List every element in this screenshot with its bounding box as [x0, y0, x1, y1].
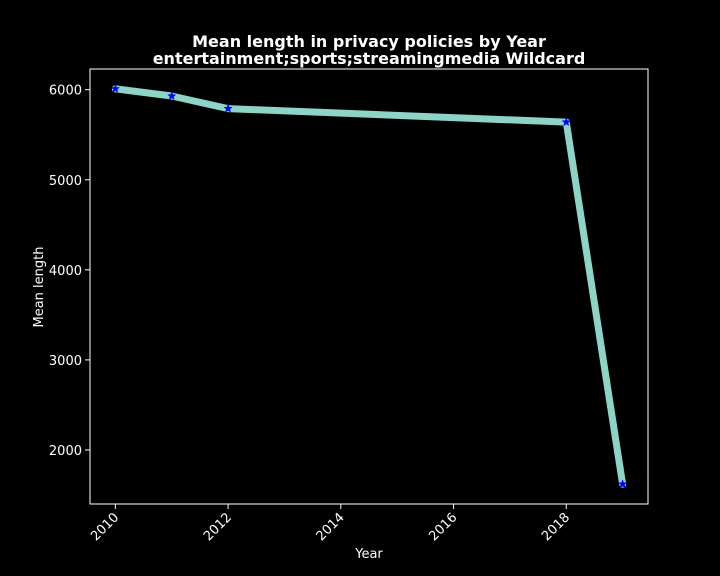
y-axis-label: Mean length — [32, 247, 47, 328]
data-point-marker — [617, 479, 628, 489]
x-tick-label: 2014 — [314, 510, 348, 544]
x-tick-label: 2010 — [88, 510, 122, 544]
y-tick-label: 5000 — [49, 174, 82, 189]
data-point-marker — [223, 103, 233, 113]
x-tick-label: 2018 — [539, 510, 573, 544]
x-axis-label: Year — [354, 547, 383, 562]
series-layer — [110, 83, 628, 489]
data-point-marker — [561, 117, 571, 127]
x-axis: 2010 2012 2014 2016 2018 — [88, 504, 573, 544]
y-tick-label: 3000 — [49, 354, 82, 369]
y-tick-label: 2000 — [49, 444, 82, 459]
data-point-marker — [110, 83, 121, 93]
data-point-marker — [167, 91, 177, 100]
y-axis: 2000 3000 4000 5000 6000 — [49, 84, 90, 459]
series-line — [111, 85, 627, 488]
plot-frame — [89, 68, 649, 505]
y-tick-label: 4000 — [49, 264, 82, 279]
x-tick-label: 2012 — [201, 510, 235, 544]
chart-title: Mean length in privacy policies by Year — [192, 32, 546, 51]
y-tick-label: 6000 — [49, 84, 82, 99]
x-tick-label: 2016 — [426, 510, 460, 544]
chart-subtitle: entertainment;sports;streamingmedia Wild… — [152, 49, 586, 68]
